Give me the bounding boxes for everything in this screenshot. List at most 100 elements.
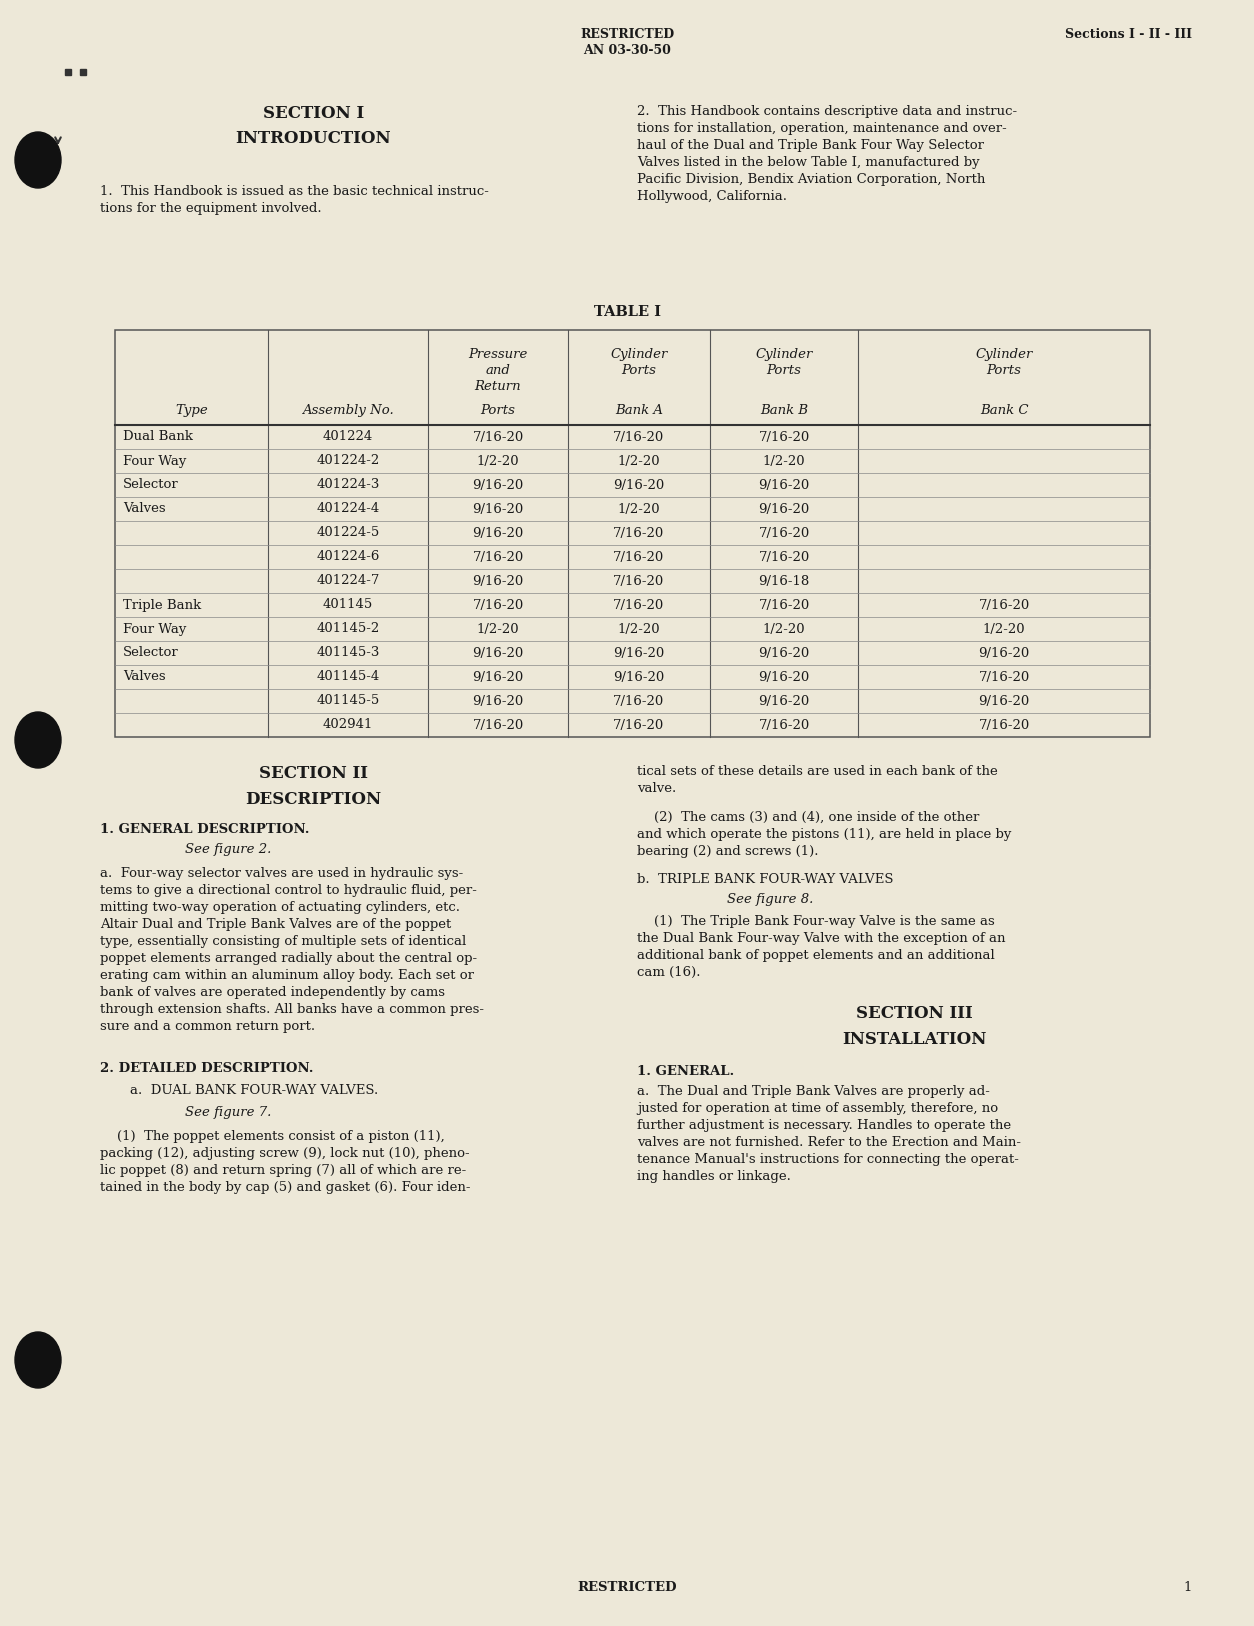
Text: 7/16-20: 7/16-20 <box>978 670 1030 683</box>
Text: 1. GENERAL DESCRIPTION.: 1. GENERAL DESCRIPTION. <box>100 823 310 836</box>
Text: Ports: Ports <box>622 364 656 377</box>
Text: Dual Bank: Dual Bank <box>123 431 193 444</box>
Text: 1. GENERAL.: 1. GENERAL. <box>637 1065 735 1078</box>
Text: 401224-7: 401224-7 <box>316 574 380 587</box>
Text: 1/2-20: 1/2-20 <box>983 623 1026 636</box>
Text: 1/2-20: 1/2-20 <box>477 623 519 636</box>
Text: 7/16-20: 7/16-20 <box>613 598 665 611</box>
Text: a.  DUAL BANK FOUR-WAY VALVES.: a. DUAL BANK FOUR-WAY VALVES. <box>130 1085 379 1098</box>
Text: 9/16-18: 9/16-18 <box>759 574 810 587</box>
Text: SECTION II: SECTION II <box>260 764 367 782</box>
Text: 401145-5: 401145-5 <box>316 694 380 707</box>
Text: 7/16-20: 7/16-20 <box>473 431 524 444</box>
Text: Return: Return <box>475 380 522 393</box>
Text: 9/16-20: 9/16-20 <box>473 502 524 515</box>
Text: (1)  The poppet elements consist of a piston (11),
packing (12), adjusting screw: (1) The poppet elements consist of a pis… <box>100 1130 470 1193</box>
Text: 7/16-20: 7/16-20 <box>473 551 524 564</box>
Ellipse shape <box>15 1332 61 1389</box>
Text: SECTION III: SECTION III <box>856 1005 973 1023</box>
Text: 7/16-20: 7/16-20 <box>613 527 665 540</box>
Text: 1/2-20: 1/2-20 <box>618 455 661 468</box>
Text: Bank B: Bank B <box>760 403 808 416</box>
Text: 7/16-20: 7/16-20 <box>759 527 810 540</box>
Text: 401145-2: 401145-2 <box>316 623 380 636</box>
Text: 9/16-20: 9/16-20 <box>759 670 810 683</box>
Text: 7/16-20: 7/16-20 <box>759 431 810 444</box>
Text: Ports: Ports <box>766 364 801 377</box>
Text: INTRODUCTION: INTRODUCTION <box>236 130 391 146</box>
Text: See figure 2.: See figure 2. <box>186 842 271 855</box>
Text: 1/2-20: 1/2-20 <box>618 502 661 515</box>
Text: 7/16-20: 7/16-20 <box>759 719 810 732</box>
Text: 9/16-20: 9/16-20 <box>759 647 810 660</box>
Text: AN 03-30-50: AN 03-30-50 <box>583 44 671 57</box>
Text: 7/16-20: 7/16-20 <box>473 719 524 732</box>
Ellipse shape <box>15 712 61 767</box>
Text: 7/16-20: 7/16-20 <box>613 551 665 564</box>
Text: 7/16-20: 7/16-20 <box>613 574 665 587</box>
Text: Four Way: Four Way <box>123 623 187 636</box>
Text: INSTALLATION: INSTALLATION <box>843 1031 987 1049</box>
Text: 9/16-20: 9/16-20 <box>978 647 1030 660</box>
Text: Triple Bank: Triple Bank <box>123 598 201 611</box>
Text: 1/2-20: 1/2-20 <box>762 623 805 636</box>
Text: 9/16-20: 9/16-20 <box>473 694 524 707</box>
Text: 9/16-20: 9/16-20 <box>613 478 665 491</box>
Text: 401145-4: 401145-4 <box>316 670 380 683</box>
Text: 9/16-20: 9/16-20 <box>473 670 524 683</box>
Text: 9/16-20: 9/16-20 <box>759 478 810 491</box>
Text: 1/2-20: 1/2-20 <box>477 455 519 468</box>
Text: Four Way: Four Way <box>123 455 187 468</box>
Text: Valves: Valves <box>123 502 166 515</box>
Text: 1/2-20: 1/2-20 <box>618 623 661 636</box>
Text: 9/16-20: 9/16-20 <box>978 694 1030 707</box>
Text: a.  Four-way selector valves are used in hydraulic sys-
tems to give a direction: a. Four-way selector valves are used in … <box>100 867 484 1033</box>
Bar <box>115 330 1150 737</box>
Text: 9/16-20: 9/16-20 <box>473 478 524 491</box>
Text: Assembly No.: Assembly No. <box>302 403 394 416</box>
Text: Sections I - II - III: Sections I - II - III <box>1065 28 1193 41</box>
Text: RESTRICTED: RESTRICTED <box>577 1580 677 1593</box>
Text: RESTRICTED: RESTRICTED <box>579 28 675 41</box>
Text: 7/16-20: 7/16-20 <box>978 598 1030 611</box>
Text: a.  The Dual and Triple Bank Valves are properly ad-
justed for operation at tim: a. The Dual and Triple Bank Valves are p… <box>637 1085 1021 1184</box>
Text: 401224-4: 401224-4 <box>316 502 380 515</box>
Text: 9/16-20: 9/16-20 <box>473 574 524 587</box>
Text: 9/16-20: 9/16-20 <box>473 647 524 660</box>
Ellipse shape <box>15 132 61 189</box>
Text: See figure 7.: See figure 7. <box>186 1106 271 1119</box>
Text: 9/16-20: 9/16-20 <box>759 502 810 515</box>
Text: 7/16-20: 7/16-20 <box>978 719 1030 732</box>
Text: Bank A: Bank A <box>614 403 663 416</box>
Text: 401224-6: 401224-6 <box>316 551 380 564</box>
Text: See figure 8.: See figure 8. <box>727 893 814 906</box>
Text: and: and <box>485 364 510 377</box>
Text: Ports: Ports <box>480 403 515 416</box>
Text: 9/16-20: 9/16-20 <box>613 647 665 660</box>
Text: Selector: Selector <box>123 647 179 660</box>
Text: Pressure: Pressure <box>468 348 528 361</box>
Text: 402941: 402941 <box>322 719 374 732</box>
Text: 1.  This Handbook is issued as the basic technical instruc-
tions for the equipm: 1. This Handbook is issued as the basic … <box>100 185 489 215</box>
Text: 1: 1 <box>1184 1580 1193 1593</box>
Text: Selector: Selector <box>123 478 179 491</box>
Text: 401145: 401145 <box>322 598 374 611</box>
Text: 401224-5: 401224-5 <box>316 527 380 540</box>
Text: tical sets of these details are used in each bank of the
valve.: tical sets of these details are used in … <box>637 764 998 795</box>
Text: 9/16-20: 9/16-20 <box>759 694 810 707</box>
Text: Bank C: Bank C <box>979 403 1028 416</box>
Text: 9/16-20: 9/16-20 <box>613 670 665 683</box>
Text: 7/16-20: 7/16-20 <box>613 694 665 707</box>
Text: 401145-3: 401145-3 <box>316 647 380 660</box>
Text: (2)  The cams (3) and (4), one inside of the other
and which operate the pistons: (2) The cams (3) and (4), one inside of … <box>637 811 1012 859</box>
Text: TABLE I: TABLE I <box>593 306 661 319</box>
Text: SECTION I: SECTION I <box>263 106 364 122</box>
Text: 7/16-20: 7/16-20 <box>759 598 810 611</box>
Text: 7/16-20: 7/16-20 <box>759 551 810 564</box>
Text: 1/2-20: 1/2-20 <box>762 455 805 468</box>
Text: DESCRIPTION: DESCRIPTION <box>246 790 381 808</box>
Text: Cylinder: Cylinder <box>755 348 813 361</box>
Text: 401224-3: 401224-3 <box>316 478 380 491</box>
Text: 2. DETAILED DESCRIPTION.: 2. DETAILED DESCRIPTION. <box>100 1062 314 1075</box>
Text: 9/16-20: 9/16-20 <box>473 527 524 540</box>
